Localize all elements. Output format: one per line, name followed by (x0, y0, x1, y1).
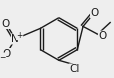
Text: +: + (16, 31, 23, 40)
Text: O: O (97, 31, 106, 41)
Text: O: O (1, 18, 10, 29)
Text: −: − (0, 53, 6, 62)
Text: N: N (11, 34, 19, 44)
Text: O: O (2, 49, 11, 58)
Text: O: O (90, 8, 98, 18)
Text: Cl: Cl (69, 64, 79, 74)
